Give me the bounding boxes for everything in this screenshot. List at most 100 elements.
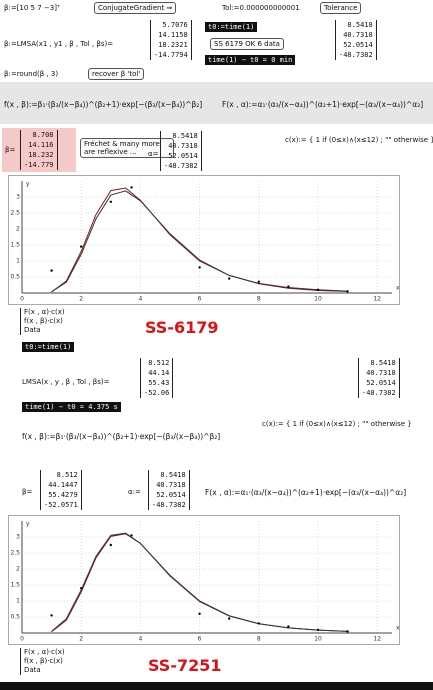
x-tick-label: 10 bbox=[314, 636, 322, 643]
x-tick-label: 10 bbox=[314, 296, 322, 303]
t0: t0:=time(1) bbox=[22, 342, 75, 352]
y-tick-label: 2 bbox=[16, 226, 20, 233]
x-tick-label: 8 bbox=[257, 636, 261, 643]
vector-entry: -52.0571 bbox=[44, 501, 78, 509]
vector-entry: 8.5418 bbox=[347, 21, 373, 29]
data-point bbox=[130, 534, 133, 537]
vector-entry: 44.1447 bbox=[48, 481, 78, 489]
x-tick-label: 0 bbox=[20, 296, 24, 303]
vector: 8.5418 40.7318 52.0514 -48.7382 bbox=[335, 20, 377, 60]
x-tick-label: 2 bbox=[79, 636, 83, 643]
vector-entry: 52.0514 bbox=[168, 152, 198, 160]
y-label: y bbox=[26, 521, 30, 528]
ss-button[interactable]: SS 6179 OK 6 data bbox=[210, 38, 284, 50]
formula: F(x , α):=α₁·(α₃/(x−α₄))^(α₂+1)·exp[−(α₃… bbox=[205, 488, 407, 497]
x-tick-label: 2 bbox=[79, 296, 83, 303]
y-tick-label: 0.5 bbox=[10, 614, 20, 621]
vector-entry: 8.708 bbox=[32, 131, 54, 139]
t0: t0:=time(1) bbox=[205, 22, 258, 32]
data-point bbox=[316, 288, 320, 291]
legend-entry: f(x , β)·c(x) bbox=[24, 317, 63, 325]
vector-entry: 8.5418 bbox=[370, 359, 396, 367]
lmsa: β:=LMSA(x1 , y1 , β , Tol , βs)= bbox=[4, 40, 114, 48]
vector-entry: 40.7318 bbox=[168, 142, 198, 150]
x-tick-label: 4 bbox=[138, 636, 142, 643]
x-tick-label: 6 bbox=[198, 636, 202, 643]
c-def: c(x):= { 1 if (0≤x)∧(x≤12) ; "" otherwis… bbox=[285, 136, 433, 144]
curve bbox=[51, 190, 348, 293]
y-tick-label: 0.5 bbox=[10, 274, 20, 281]
vector-entry: 8.5418 bbox=[160, 471, 186, 479]
time: time(1) − t0 = 4.375 s bbox=[22, 402, 121, 412]
formula: F(x , α):=α₁·(α₃/(x−α₄))^(α₂+1)·exp[−(α₃… bbox=[222, 100, 424, 109]
legend-entry: Data bbox=[24, 326, 41, 334]
data-point bbox=[198, 612, 201, 615]
data-point bbox=[80, 245, 83, 248]
data-point bbox=[346, 290, 349, 293]
vector-entry: -48.7382 bbox=[339, 51, 373, 59]
vector-entry: 14.116 bbox=[28, 141, 54, 149]
data-point bbox=[316, 628, 320, 631]
vector-entry: 18.2321 bbox=[158, 41, 188, 49]
x-tick-label: 8 bbox=[257, 296, 261, 303]
x-tick-label: 12 bbox=[373, 296, 381, 303]
vector-entry: 5.7076 bbox=[162, 21, 188, 29]
chart-frame bbox=[8, 175, 400, 305]
bottom-bar bbox=[0, 682, 433, 690]
time: time(1) − t0 = 0 min bbox=[205, 55, 296, 65]
vector: 8.708 14.116 18.232 -14.779 bbox=[20, 130, 58, 170]
vector-entry: 52.0514 bbox=[156, 491, 186, 499]
x-label: x bbox=[396, 625, 400, 632]
legend-entry: F(x , α)·c(x) bbox=[24, 648, 65, 656]
data-point bbox=[198, 266, 201, 269]
vector-entry: 8.512 bbox=[56, 471, 78, 479]
data-point bbox=[257, 622, 260, 625]
x-tick-label: 6 bbox=[198, 296, 202, 303]
chart-frame bbox=[8, 515, 400, 645]
vector-entry: -48.7382 bbox=[362, 389, 396, 397]
lmsa: LMSA(x , y , β , Tol , βs)= bbox=[22, 378, 110, 386]
legend-entry: F(x , α)·c(x) bbox=[24, 308, 65, 316]
chart: 0.5 1 1.5 2 2.5 3 0 2 4 6 8 10 12 y x bbox=[8, 515, 400, 645]
vector-entry: 8.512 bbox=[148, 359, 170, 367]
data-point bbox=[50, 269, 53, 272]
legend: F(x , α)·c(x) f(x , β)·c(x) Data bbox=[20, 648, 65, 675]
beta-init: β:=[10 5 7 −3]ᵀ bbox=[4, 4, 60, 12]
tol-button[interactable]: Tolerance bbox=[320, 2, 362, 14]
data-point bbox=[228, 277, 231, 280]
y-tick-label: 3 bbox=[16, 194, 20, 201]
vector-entry: -48.7382 bbox=[164, 162, 198, 170]
vector-entry: 40.7318 bbox=[156, 481, 186, 489]
c-def: c(x):= { 1 if (0≤x)∧(x≤12) ; "" otherwis… bbox=[262, 420, 412, 428]
data-point bbox=[80, 587, 83, 590]
data-point bbox=[109, 543, 113, 547]
note-button[interactable]: Fréchet & many more are reflexive ... bbox=[80, 138, 174, 158]
vector-entry: -48.7382 bbox=[152, 501, 186, 509]
y-tick-label: 2.5 bbox=[10, 210, 20, 217]
formula: f(x , β):=β₁·(β₃/(x−β₄))^(β₂+1)·exp[−(β₃… bbox=[22, 432, 221, 441]
vector-entry: 55.4279 bbox=[48, 491, 78, 499]
vector-entry: -52.06 bbox=[144, 389, 170, 397]
vector-entry: 55.43 bbox=[148, 379, 170, 387]
vector-entry: 40.7318 bbox=[343, 31, 373, 39]
label: β= bbox=[22, 488, 33, 496]
legend-entry: f(x , β)·c(x) bbox=[24, 657, 63, 665]
vector: 8.5418 40.7318 52.0514 -48.7382 bbox=[358, 358, 400, 398]
cg-button[interactable]: ConjugateGradient ⇒ bbox=[94, 2, 177, 14]
data-point bbox=[257, 280, 260, 283]
data-point bbox=[50, 614, 53, 617]
highlight bbox=[2, 128, 76, 172]
vector-entry: 52.0514 bbox=[366, 379, 396, 387]
vector-entry: 40.7318 bbox=[366, 369, 396, 377]
vector-entry: 14.1158 bbox=[158, 31, 188, 39]
vector: 8.512 44.1447 55.4279 -52.0571 bbox=[40, 470, 82, 510]
y-tick-label: 3 bbox=[16, 534, 20, 541]
y-tick-label: 2 bbox=[16, 566, 20, 573]
vector: 8.5418 40.7318 52.0514 -48.7382 bbox=[160, 131, 202, 171]
recover-button[interactable]: recover β 'tol' bbox=[88, 68, 145, 80]
y-tick-label: 1 bbox=[16, 258, 20, 265]
y-tick-label: 1.5 bbox=[10, 242, 20, 249]
x-tick-label: 12 bbox=[373, 636, 381, 643]
vector: 8.5418 40.7318 52.0514 -48.7382 bbox=[148, 470, 190, 510]
